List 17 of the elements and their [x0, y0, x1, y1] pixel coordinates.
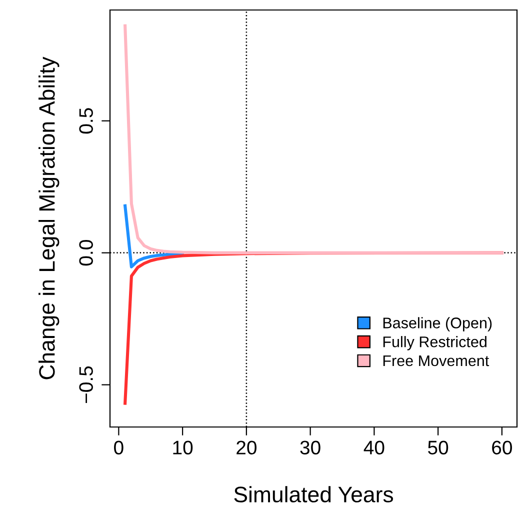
- x-tick-label: 40: [364, 440, 384, 454]
- x-tick-label: 30: [300, 440, 320, 454]
- x-tick-label: 10: [173, 440, 193, 454]
- x-axis-title: Simulated Years: [234, 486, 394, 502]
- y-axis-title: Change in Legal Migration Ability: [38, 56, 60, 380]
- x-tick-label: 20: [236, 440, 256, 454]
- y-tick-label: −0.5: [79, 366, 93, 404]
- line-series: [124, 204, 184, 268]
- legend-label: Baseline (Open): [383, 317, 492, 332]
- y-tick-label: 0.5: [79, 108, 93, 134]
- x-tick-label: 50: [428, 440, 448, 454]
- x-tick-label: 0: [114, 440, 124, 454]
- x-tick-label: 60: [492, 440, 512, 454]
- legend-label: Fully Restricted: [383, 336, 486, 350]
- line-series: [124, 24, 504, 254]
- legend-label: Free Movement: [383, 356, 490, 366]
- y-tick-label: 0.0: [79, 240, 93, 266]
